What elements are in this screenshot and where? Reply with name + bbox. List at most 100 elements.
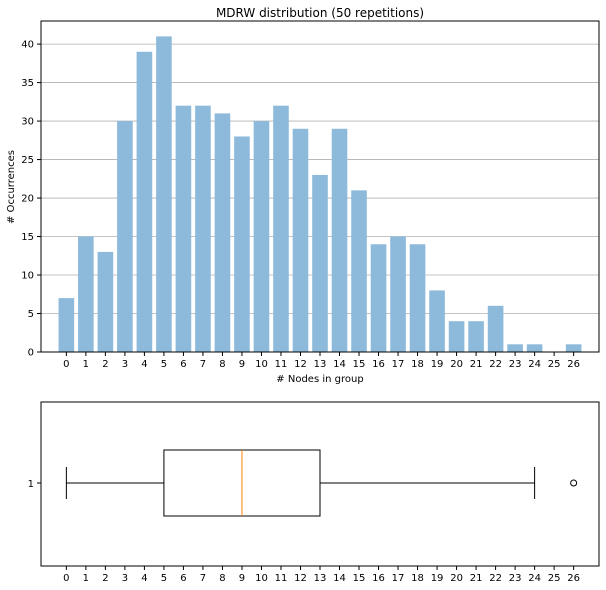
bar <box>351 190 367 352</box>
x-tick-label: 2 <box>102 359 108 370</box>
bar <box>117 121 133 353</box>
boxplot-x-tick-label: 5 <box>161 573 167 584</box>
x-tick-label: 14 <box>333 359 346 370</box>
boxplot-x-tick-label: 10 <box>255 573 268 584</box>
y-tick-label: 20 <box>21 194 34 205</box>
boxplot-x-tick-label: 3 <box>122 573 128 584</box>
boxplot-x-tick-label: 4 <box>141 573 147 584</box>
bar <box>565 344 582 352</box>
boxplot-x-tick-label: 16 <box>372 573 385 584</box>
bar <box>487 305 504 352</box>
x-tick-label: 24 <box>528 359 541 370</box>
y-tick-label: 30 <box>21 117 34 128</box>
boxplot-x-tick-label: 22 <box>489 573 502 584</box>
y-tick-label: 5 <box>28 309 34 320</box>
y-axis-label: # Occurrences <box>6 150 17 224</box>
bar <box>409 244 426 352</box>
boxplot-x-tick-label: 19 <box>431 573 444 584</box>
boxplot-x-tick-label: 6 <box>180 573 186 584</box>
boxplot-x-tick-label: 11 <box>275 573 288 584</box>
bar <box>156 36 172 352</box>
histogram-chart: MDRW distribution (50 repetitions) 05101… <box>6 6 600 385</box>
boxplot-x-tick-label: 26 <box>567 573 580 584</box>
x-tick-label: 20 <box>450 359 463 370</box>
boxplot-x-tick-label: 0 <box>63 573 69 584</box>
bar <box>331 128 348 352</box>
x-axis-label: # Nodes in group <box>276 374 363 385</box>
y-tick-label: 10 <box>21 271 34 282</box>
boxplot-x-tick-label: 13 <box>314 573 327 584</box>
x-tick-label: 12 <box>294 359 307 370</box>
boxplot-x-ticks: 0 1 2 3 4 5 6 7 8 9 10 11 12 13 14 15 16 17 18 19 20 21 22 23 24… <box>63 566 580 584</box>
bar <box>370 244 387 352</box>
x-tick-label: 11 <box>275 359 288 370</box>
x-tick-label: 18 <box>411 359 424 370</box>
boxplot-x-tick-label: 21 <box>470 573 483 584</box>
x-ticks: 0 1 2 3 4 5 6 7 8 9 10 11 12 13 14 15 16 17 18 19 20 21 22 23 24… <box>63 352 580 370</box>
boxplot-y-tick-label: 1 <box>28 479 34 490</box>
bar <box>390 236 406 352</box>
outlier-point <box>570 479 578 487</box>
bar <box>58 298 75 352</box>
bar <box>136 51 153 352</box>
boxplot-x-tick-label: 24 <box>528 573 541 584</box>
x-tick-label: 16 <box>372 359 385 370</box>
bar <box>97 251 114 352</box>
bar <box>214 113 231 352</box>
bar <box>78 236 94 352</box>
bar <box>253 121 270 353</box>
boxplot-x-tick-label: 25 <box>548 573 561 584</box>
x-tick-label: 15 <box>353 359 366 370</box>
bar <box>273 105 289 353</box>
bar <box>468 321 484 352</box>
bar <box>175 105 192 353</box>
chart-title: MDRW distribution (50 repetitions) <box>216 6 424 20</box>
bar <box>526 344 543 352</box>
y-tick-label: 0 <box>28 348 34 359</box>
boxplot-x-tick-label: 12 <box>294 573 307 584</box>
bar <box>429 290 445 352</box>
bar <box>234 136 250 352</box>
x-tick-label: 9 <box>239 359 245 370</box>
x-tick-label: 17 <box>392 359 405 370</box>
boxplot-x-tick-label: 1 <box>83 573 89 584</box>
x-tick-label: 5 <box>161 359 167 370</box>
bars <box>58 36 582 353</box>
bar <box>312 174 328 352</box>
boxplot-x-tick-label: 14 <box>333 573 346 584</box>
bar <box>195 105 211 353</box>
x-tick-label: 23 <box>509 359 522 370</box>
x-tick-label: 25 <box>548 359 561 370</box>
bar <box>507 344 523 352</box>
x-tick-label: 10 <box>255 359 268 370</box>
y-ticks: 0 5 10 15 20 25 30 35 40 <box>21 40 41 359</box>
x-tick-label: 7 <box>200 359 206 370</box>
bar <box>448 321 465 352</box>
x-tick-label: 21 <box>470 359 483 370</box>
boxplot-x-tick-label: 7 <box>200 573 206 584</box>
boxplot-x-tick-label: 17 <box>392 573 405 584</box>
boxplot <box>65 449 578 517</box>
y-tick-label: 25 <box>21 155 34 166</box>
boxplot-x-tick-label: 8 <box>219 573 225 584</box>
y-tick-label: 15 <box>21 232 34 243</box>
boxplot-x-tick-label: 15 <box>353 573 366 584</box>
boxplot-x-tick-label: 2 <box>102 573 108 584</box>
x-tick-label: 22 <box>489 359 502 370</box>
boxplot-chart: 0 1 2 3 4 5 6 7 8 9 10 11 12 13 14 15 16 17 18 19 20 21 22 23 24… <box>28 401 600 584</box>
boxplot-x-tick-label: 23 <box>509 573 522 584</box>
boxplot-x-tick-label: 9 <box>239 573 245 584</box>
bar <box>292 128 309 352</box>
boxplot-x-tick-label: 20 <box>450 573 463 584</box>
x-tick-label: 4 <box>141 359 147 370</box>
x-tick-label: 1 <box>83 359 89 370</box>
x-tick-label: 6 <box>180 359 186 370</box>
boxplot-x-tick-label: 18 <box>411 573 424 584</box>
x-tick-label: 13 <box>314 359 327 370</box>
x-tick-label: 26 <box>567 359 580 370</box>
x-tick-label: 8 <box>219 359 225 370</box>
x-tick-label: 3 <box>122 359 128 370</box>
x-tick-label: 0 <box>63 359 69 370</box>
x-tick-label: 19 <box>431 359 444 370</box>
